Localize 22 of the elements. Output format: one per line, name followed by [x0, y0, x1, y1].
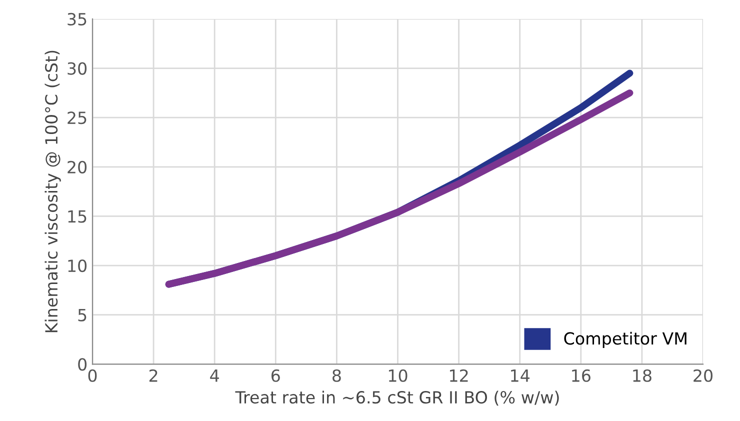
x-tick-label: 10: [388, 369, 408, 382]
x-tick-label: 12: [450, 369, 468, 382]
y-axis-title: Kinematic viscosity @ 100°C (cSt): [44, 50, 61, 332]
y-tick-label: 35: [68, 12, 86, 26]
x-tick-label: 20: [694, 369, 712, 382]
y-tick-label: 15: [68, 210, 86, 223]
y-tick-label: 0: [78, 358, 87, 371]
y-tick-label: 10: [68, 259, 87, 272]
x-tick-label: 6: [272, 369, 280, 382]
y-tick-label: 20: [68, 160, 87, 174]
x-tick-label: 4: [210, 370, 219, 382]
x-tick-label: 8: [332, 369, 341, 382]
y-tick-label: 30: [68, 62, 87, 75]
x-tick-label: 14: [511, 370, 530, 382]
x-tick-label: 0: [88, 369, 97, 382]
x-tick-label: 16: [572, 369, 590, 382]
x-tick-label: 2: [149, 369, 158, 382]
legend-label: Competitor VM: [564, 332, 686, 348]
x-axis-title: Treat rate in ~6.5 cSt GR II BO (% w/w): [235, 390, 559, 406]
x-tick-label: 18: [633, 369, 652, 382]
y-tick-label: 5: [78, 309, 86, 322]
y-tick-label: 25: [68, 112, 86, 124]
